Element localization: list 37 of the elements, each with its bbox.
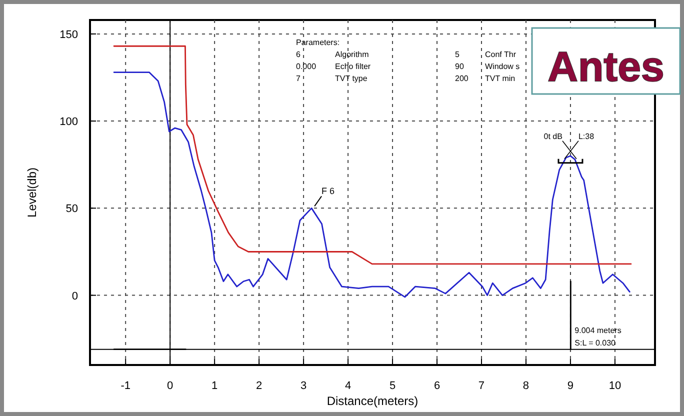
x-tick-label: 0: [167, 380, 174, 392]
x-tick-label: 10: [608, 380, 622, 392]
annotation: Antes: [548, 43, 664, 90]
annotation: TVT type: [335, 74, 368, 83]
x-tick-label: 7: [478, 380, 485, 392]
x-tick-label: 3: [300, 380, 307, 392]
x-tick-label: 9: [567, 380, 574, 392]
annotation: 5: [455, 50, 460, 59]
annotation: Algorithm: [335, 50, 370, 59]
x-tick-label: 6: [434, 380, 440, 392]
y-tick-label: 150: [60, 28, 78, 41]
annotation: Parameters:: [296, 38, 340, 47]
annotation: 0.000: [296, 62, 317, 71]
annotation: 6: [296, 50, 301, 59]
annotation: TVT min: [485, 74, 516, 83]
annotation: 0t dB: [544, 132, 562, 141]
annotation: 7: [296, 74, 301, 83]
x-tick-label: 5: [389, 380, 396, 392]
annotation: S:L = 0.030: [574, 338, 616, 348]
annotation: 9.004 meters: [574, 326, 622, 336]
x-axis-title: Distance(meters): [326, 394, 418, 408]
annotation: Echo filter: [335, 62, 371, 71]
y-axis-title: Level(db): [25, 167, 39, 218]
annotation: L:38: [578, 132, 595, 141]
x-tick-label: 4: [344, 380, 352, 392]
annotation: 200: [455, 74, 469, 83]
annotation: 90: [455, 62, 464, 71]
x-tick-label: 1: [212, 380, 218, 392]
annotation: Window s: [485, 62, 520, 71]
annotation: F 6: [322, 186, 335, 196]
y-tick-label: 50: [66, 203, 78, 216]
y-tick-label: 100: [60, 116, 78, 128]
x-tick-label: 8: [522, 380, 530, 392]
y-tick-label: 0: [72, 290, 78, 302]
x-tick-label: 2: [256, 380, 262, 392]
annotation: Conf Thr: [485, 50, 516, 59]
x-tick-label: -1: [120, 380, 130, 392]
